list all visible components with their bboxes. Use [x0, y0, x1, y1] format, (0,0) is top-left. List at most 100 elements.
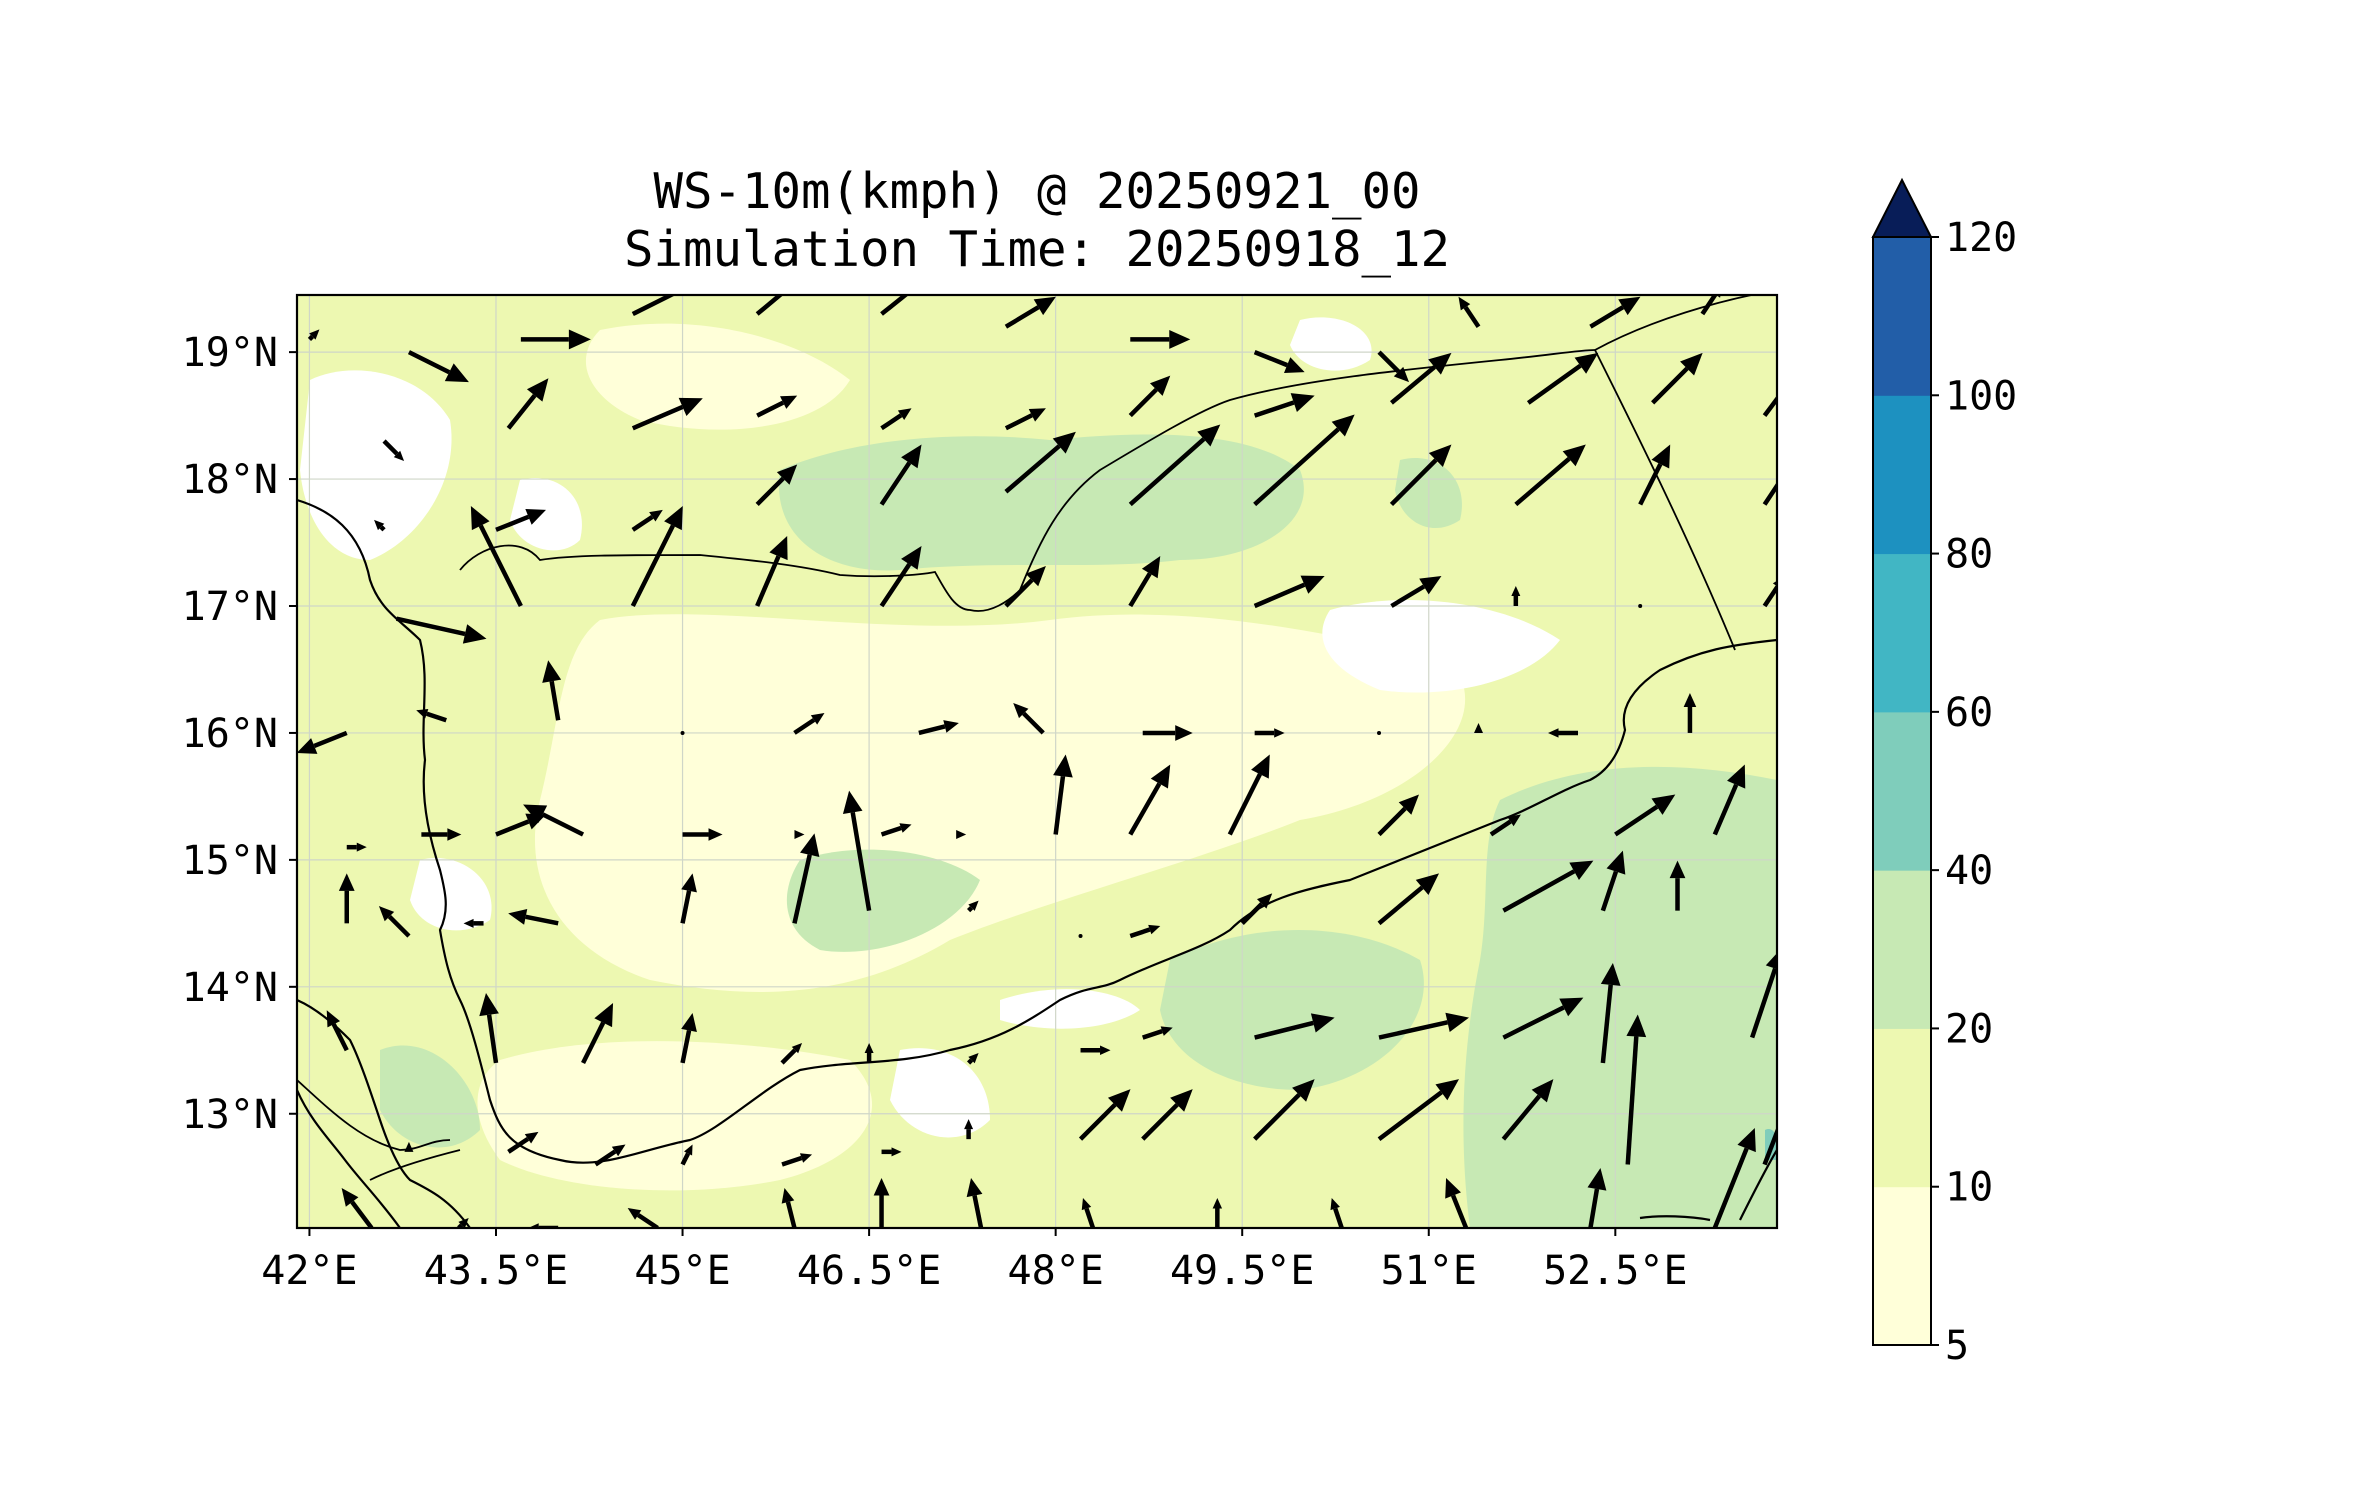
wind-arrow — [1253, 350, 1305, 373]
wind-arrow — [506, 378, 549, 430]
wind-arrow — [1951, 734, 1992, 834]
lon-tick-label: 45°E — [634, 1248, 730, 1294]
wind-arrow — [842, 790, 872, 912]
wind-arrow — [781, 1188, 797, 1228]
wind-arrow — [1548, 728, 1579, 738]
wind-arrow — [793, 712, 825, 735]
colorbar-extend-arrow — [1871, 177, 1933, 238]
wind-arrow — [918, 720, 959, 736]
wind-arrow — [967, 1052, 979, 1065]
wind-arrow — [1377, 873, 1440, 926]
wind-arrow — [1600, 962, 1621, 1064]
wind-arrow — [1669, 860, 1686, 911]
lat-tick-label: 16°N — [182, 711, 278, 757]
wind-arrow — [780, 1042, 803, 1065]
wind-arrow — [463, 918, 484, 928]
wind-arrow — [1638, 444, 1671, 506]
wind-arrow — [794, 829, 805, 839]
wind-arrow — [680, 730, 685, 735]
wind-arrow — [1514, 444, 1586, 507]
wind-arrow — [1004, 408, 1046, 431]
yemen-oman-border — [1594, 349, 1736, 651]
high-speed-region-southeast — [1463, 766, 1777, 1228]
wind-arrow — [781, 1153, 813, 1167]
wind-arrow — [879, 546, 922, 608]
calm-spot-east — [1322, 600, 1560, 693]
wind-arrow — [1378, 1012, 1470, 1040]
wind-arrow — [581, 1002, 614, 1064]
wind-arrow — [382, 439, 405, 461]
colorbar: 5 10 20 40 60 80 100 120 — [1871, 177, 2017, 1369]
wind-arrow — [1474, 722, 1484, 733]
low-speed-region-south — [477, 1041, 873, 1191]
wind-arrow — [1013, 702, 1045, 735]
wind-arrow — [542, 660, 562, 721]
wind-arrow — [1762, 1125, 1777, 1166]
wind-arrow — [680, 873, 697, 924]
wind-arrow — [1445, 1178, 1469, 1228]
wind-arrow — [1501, 1079, 1554, 1141]
wind-arrow — [1589, 296, 1641, 329]
wind-arrow — [1712, 764, 1746, 836]
saudi-oman-border — [1594, 295, 1756, 351]
wind-arrow — [470, 506, 523, 608]
wind-arrow — [1141, 1089, 1193, 1141]
wind-arrow — [1389, 444, 1452, 507]
country-borders — [297, 295, 1756, 1181]
wind-arrow — [756, 395, 798, 418]
wind-arrow — [680, 1012, 697, 1064]
wind-arrow — [1128, 375, 1171, 418]
wind-arrow — [755, 536, 788, 607]
wind-arrow — [1254, 1013, 1335, 1040]
wind-arrow — [374, 519, 386, 532]
lon-tick-label: 46.5°E — [797, 1248, 942, 1294]
wind-arrow — [755, 464, 798, 507]
calm-spot-northeast — [1290, 317, 1372, 371]
wind-arrow — [1614, 794, 1676, 837]
figure-title-line1: WS-10m(kmph) @ 20250921_00 — [653, 163, 1420, 220]
wind-arrow — [1458, 296, 1481, 328]
wind-arrow — [1800, 861, 1816, 911]
wind-arrow — [1749, 953, 1777, 1039]
gridlines — [297, 295, 1777, 1228]
wind-arrow — [1377, 730, 1382, 735]
figure-title-line2: Simulation Time: 20250918_12 — [624, 221, 1450, 278]
wind-arrow — [1511, 586, 1521, 606]
wind-arrow — [396, 616, 487, 644]
wind-arrow — [1129, 924, 1161, 939]
wind-arrow — [1128, 764, 1171, 836]
wind-arrow — [792, 833, 820, 924]
wind-arrow — [682, 828, 723, 841]
wind-arrow — [307, 329, 320, 342]
colorbar-label: 60 — [1945, 690, 1993, 736]
lat-tick-label: 18°N — [182, 457, 278, 503]
wind-arrow — [881, 1147, 902, 1157]
wind-arrow — [1081, 1198, 1096, 1228]
lon-tick-label: 49.5°E — [1170, 1248, 1315, 1294]
wind-arrow — [416, 709, 447, 723]
high-speed-region-highlands — [786, 849, 980, 952]
wind-arrow — [1502, 860, 1594, 913]
wind-arrow — [594, 1144, 626, 1167]
calm-spot-south-coast — [890, 1048, 990, 1138]
wind-arrow — [1053, 754, 1073, 835]
wind-arrow — [1330, 1198, 1344, 1228]
wind-arrow — [631, 509, 663, 532]
lon-tick-label: 48°E — [1007, 1248, 1103, 1294]
wind-arrow — [1377, 350, 1410, 383]
wind-arrow — [1130, 329, 1191, 349]
wind-arrow — [631, 397, 703, 431]
colorbar-label: 20 — [1945, 1006, 1993, 1052]
lat-tick-label: 19°N — [182, 330, 278, 376]
wind-arrow — [407, 350, 469, 383]
wind-arrow — [1827, 744, 1859, 834]
wind-arrow — [1240, 893, 1273, 925]
wind-arrow — [1253, 1079, 1315, 1141]
wind-arrow — [297, 730, 348, 754]
wind-arrow — [404, 1141, 414, 1152]
calm-spot-north-coast — [300, 370, 452, 560]
wind-arrow — [346, 842, 367, 852]
latitude-axis: 13°N 14°N 15°N 16°N 17°N 18°N 19°N — [182, 330, 297, 1138]
wind-arrow — [1587, 1168, 1607, 1228]
